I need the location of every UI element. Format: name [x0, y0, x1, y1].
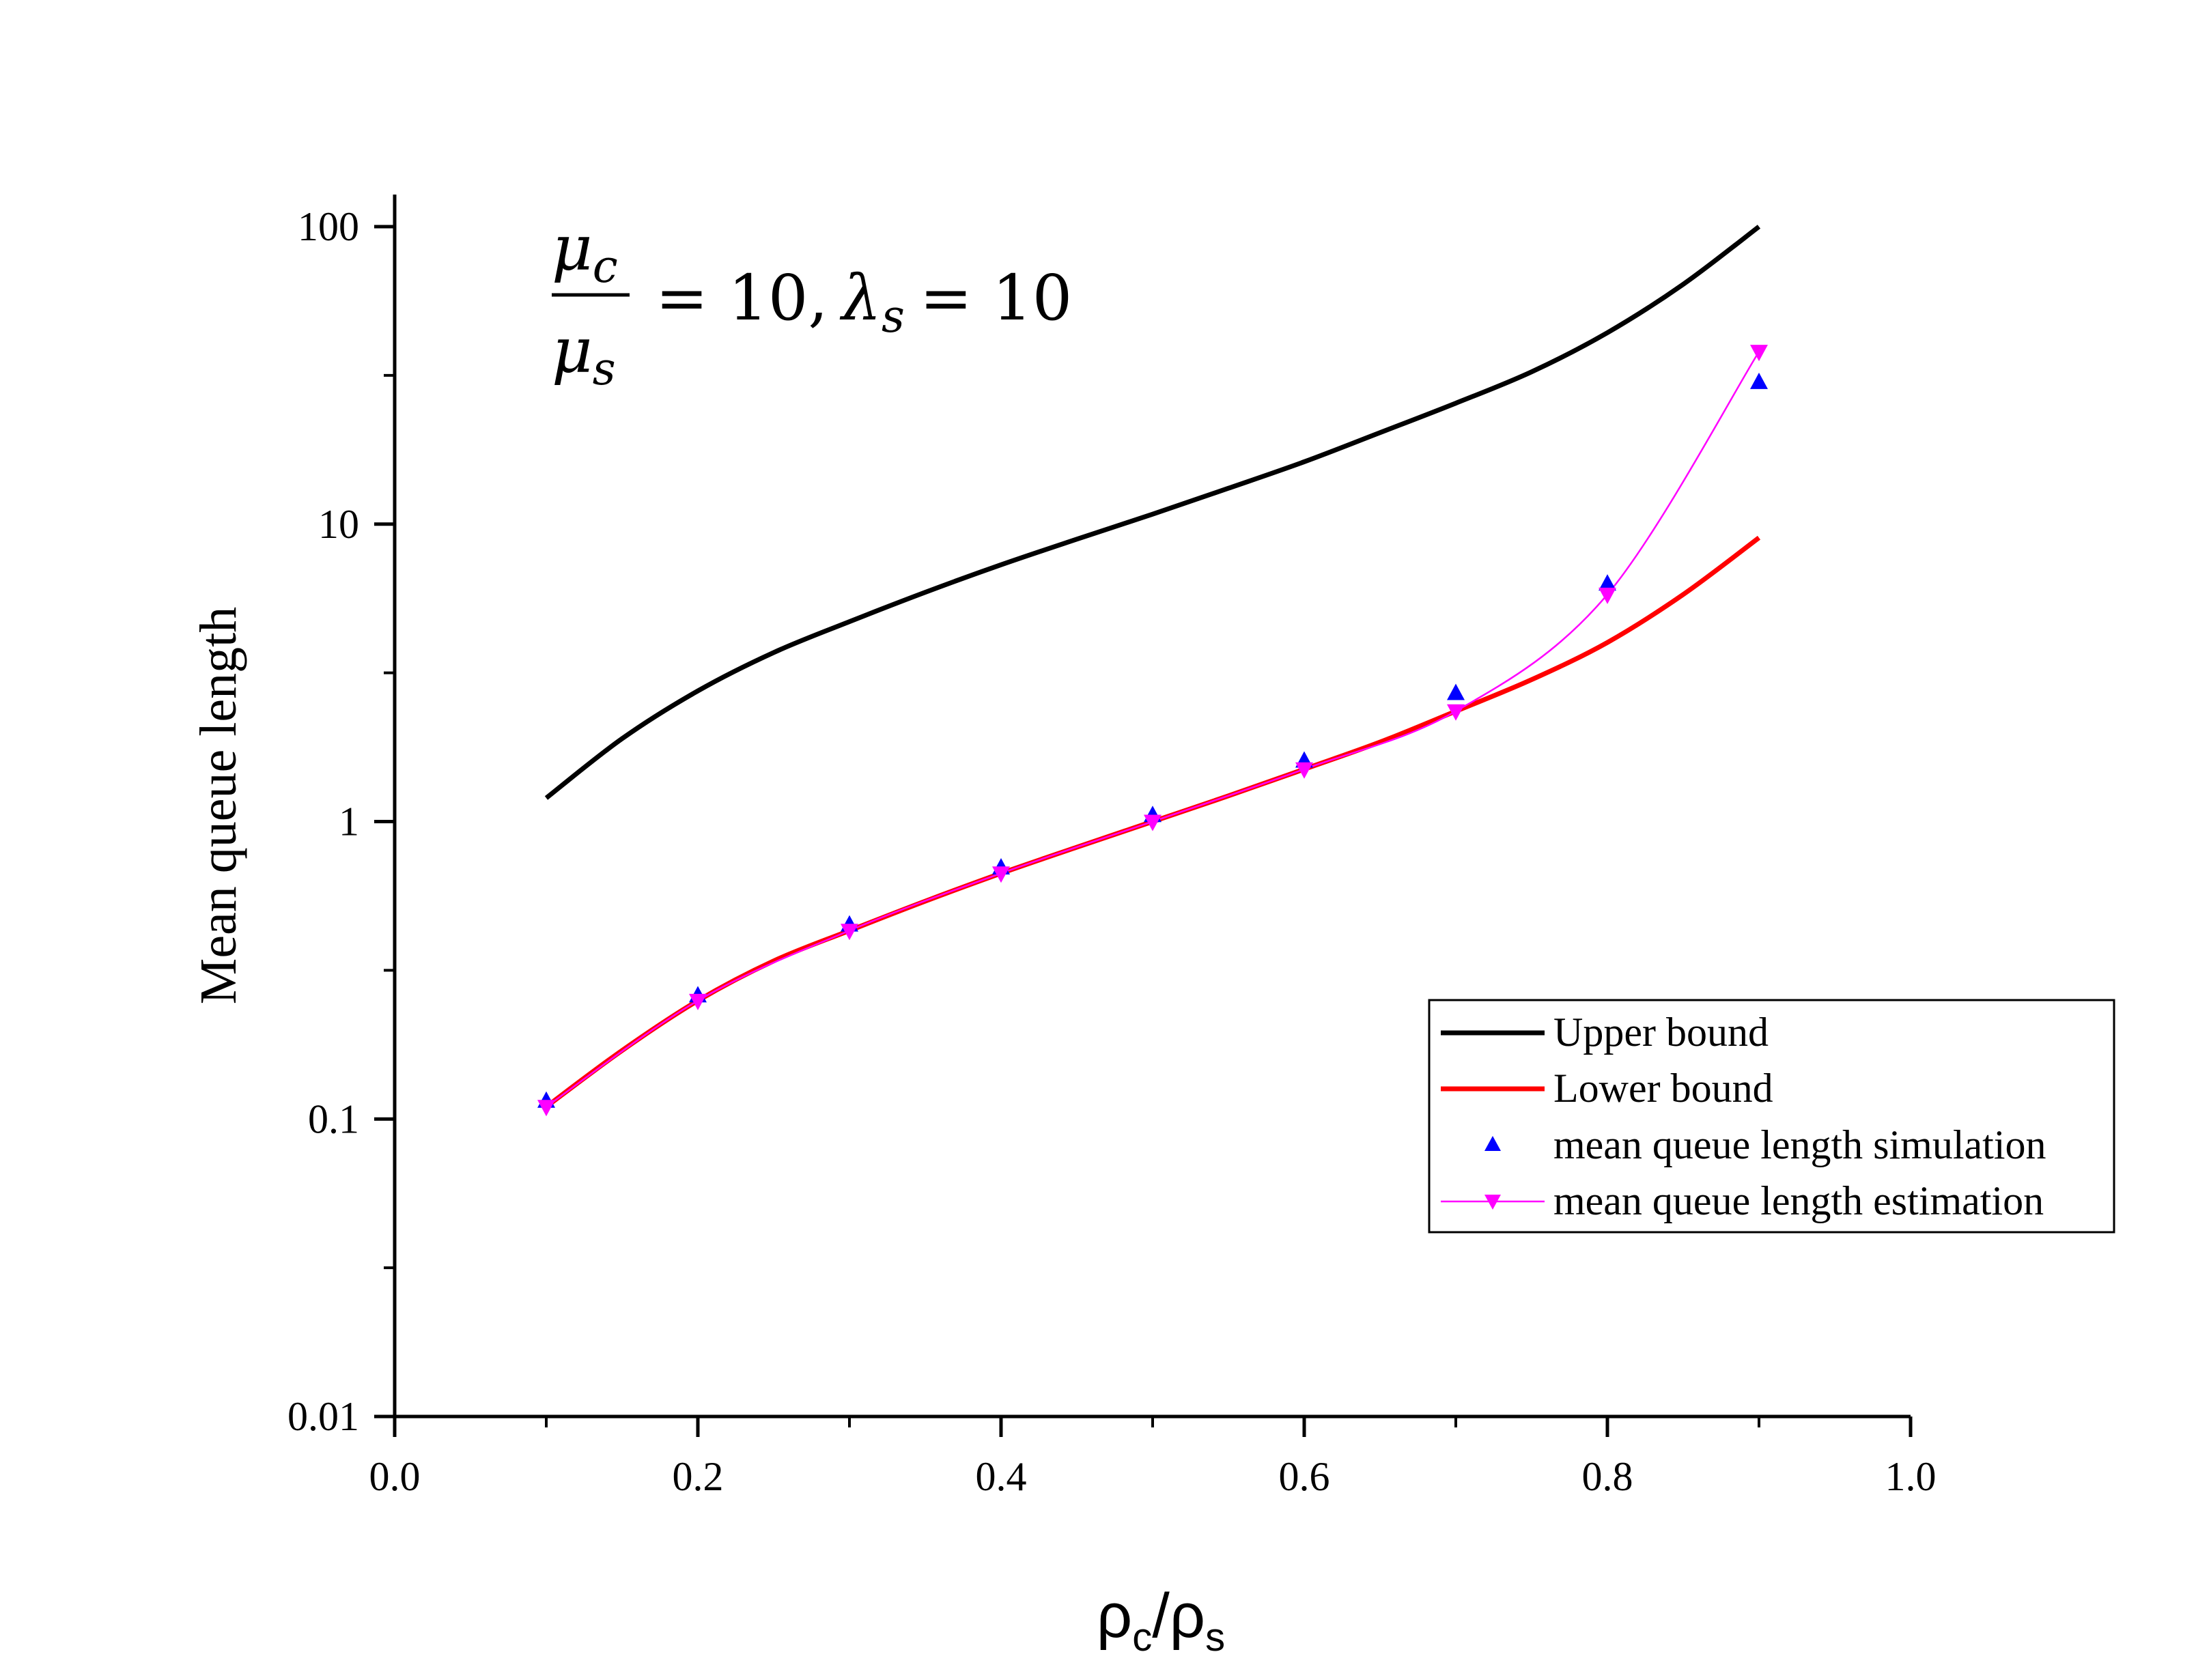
x-axis-title-sub-s: s — [1205, 1615, 1225, 1660]
legend: Upper bound Lower bound mean queue lengt… — [1428, 999, 2115, 1234]
x-tick-label: 0.0 — [369, 1454, 421, 1499]
point-mean-queue-length-simulation — [1750, 372, 1768, 389]
y-tick-label: 0.1 — [308, 1096, 359, 1141]
x-tick-label: 1.0 — [1885, 1454, 1937, 1499]
x-axis-title-rho: ρ — [1097, 1581, 1132, 1651]
legend-label-estimation: mean queue length estimation — [1553, 1178, 2044, 1223]
legend-label-lower: Lower bound — [1553, 1066, 1773, 1111]
annotation-mu-top: μ — [552, 212, 593, 285]
legend-label-simulation: mean queue length simulation — [1553, 1122, 2046, 1167]
annotation-eq1: = 10, — [656, 261, 828, 334]
annotation-lambda: λ — [839, 261, 882, 334]
point-mean-queue-length-estimation — [841, 924, 858, 941]
svg-text:= 10,λs= 10: = 10, λs = 10 — [656, 261, 1072, 343]
y-tick-label: 10 — [318, 502, 359, 547]
point-mean-queue-length-estimation — [1295, 762, 1313, 779]
annotation-mu-bottom: μ — [552, 314, 593, 387]
legend-swatch-simulation — [1484, 1136, 1501, 1151]
x-axis-title-sub-c: c — [1132, 1615, 1152, 1660]
x-tick-label: 0.2 — [673, 1454, 724, 1499]
axes: 0.01 0.1 1 10 100 0.0 0.2 0.4 0.6 0.8 1.0 — [287, 195, 1937, 1499]
point-mean-queue-length-simulation — [1447, 683, 1465, 700]
x-tick-label: 0.8 — [1582, 1454, 1633, 1499]
y-tick-label: 1 — [339, 799, 359, 844]
point-mean-queue-length-estimation — [992, 866, 1010, 883]
point-mean-queue-length-estimation — [1750, 345, 1768, 362]
plot-area — [537, 225, 1768, 1117]
y-axis-title: Mean queue length — [190, 607, 247, 1004]
x-tick-label: 0.6 — [1279, 1454, 1330, 1499]
x-axis-title: ρc/ρs — [1097, 1581, 1225, 1660]
svg-text:μc: μc — [552, 212, 618, 293]
point-mean-queue-length-estimation — [689, 993, 707, 1010]
point-mean-queue-length-estimation — [1144, 814, 1162, 831]
y-tick-label: 100 — [298, 204, 359, 249]
parameter-annotation: μc μs = 10, λs = 10 — [552, 212, 1072, 395]
annotation-sub-c: c — [593, 240, 618, 293]
point-mean-queue-length-estimation — [537, 1100, 555, 1117]
series-line-mean-queue-length-estimation — [546, 351, 1760, 1108]
legend-label-upper: Upper bound — [1553, 1010, 1769, 1055]
annotation-eq2: = 10 — [920, 261, 1072, 334]
point-mean-queue-length-estimation — [1447, 704, 1465, 721]
series-line-upper-bound — [544, 225, 1761, 800]
legend-swatch-estimation-marker — [1484, 1195, 1501, 1210]
x-axis-title-slash-rho: /ρ — [1152, 1581, 1205, 1651]
x-tick-label: 0.4 — [976, 1454, 1027, 1499]
legend-box — [1428, 999, 2115, 1234]
y-tick-label: 0.01 — [287, 1394, 359, 1439]
annotation-sub-s: s — [593, 343, 616, 395]
annotation-lambda-sub: s — [882, 290, 905, 343]
point-mean-queue-length-simulation — [1599, 574, 1616, 591]
point-mean-queue-length-estimation — [1599, 587, 1616, 604]
svg-text:μs: μs — [552, 314, 616, 395]
